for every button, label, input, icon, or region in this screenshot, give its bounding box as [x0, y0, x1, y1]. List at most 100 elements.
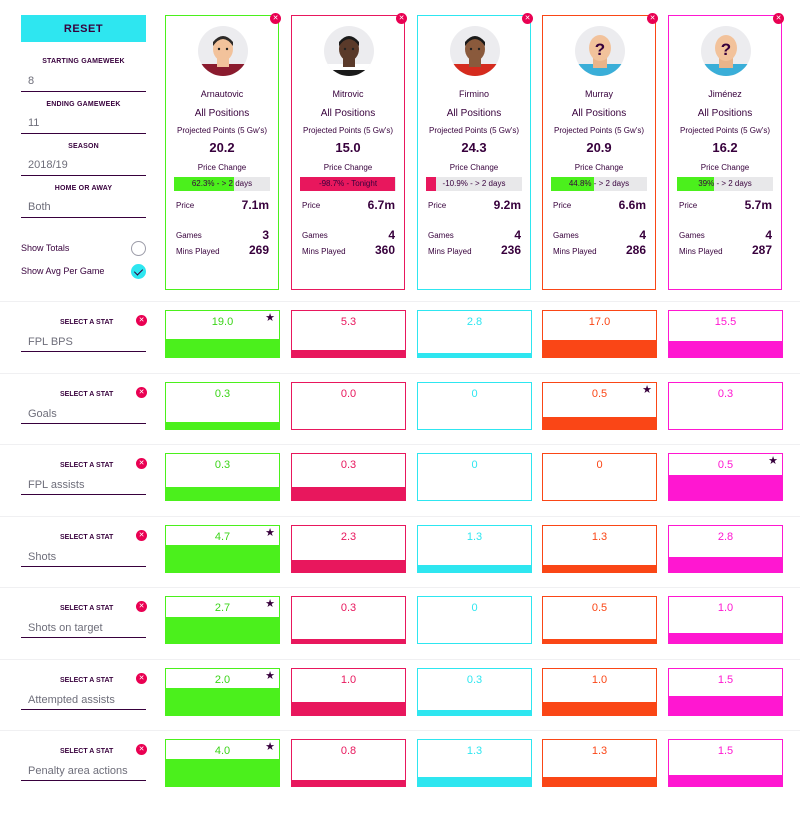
ending-gameweek-input[interactable]: 11: [21, 112, 146, 134]
star-icon: ★: [642, 384, 652, 396]
price-change-bar: 39% - > 2 days: [677, 177, 773, 191]
select-stat-label: SELECT A STAT: [60, 462, 114, 469]
stat-value: 1.5: [717, 674, 734, 686]
projected-points-label: Projected Points (5 Gw's): [302, 126, 393, 135]
stat-bar-fill: [543, 777, 656, 786]
stat-value: 1.3: [466, 745, 483, 757]
stat-value: 2.3: [340, 531, 357, 543]
row-separator: [0, 587, 800, 588]
stat-value: 1.0: [340, 674, 357, 686]
select-stat-label: SELECT A STAT: [60, 748, 114, 755]
select-stat-label: SELECT A STAT: [60, 391, 114, 398]
stat-bar-fill: [669, 696, 782, 715]
price-change-fill: [551, 177, 594, 191]
row-separator: [0, 730, 800, 731]
remove-player-close-icon[interactable]: ✕: [522, 13, 533, 24]
games-value: 3: [262, 228, 269, 242]
remove-stat-close-icon[interactable]: ✕: [136, 744, 147, 755]
stat-bar-fill: [543, 565, 656, 572]
stat-select[interactable]: Penalty area actions: [21, 761, 146, 781]
stat-cell: 15.5: [668, 310, 783, 358]
stat-value: 0.8: [340, 745, 357, 757]
starting-gameweek-input[interactable]: 8: [21, 70, 146, 92]
remove-player-close-icon[interactable]: ✕: [647, 13, 658, 24]
remove-stat-close-icon[interactable]: ✕: [136, 673, 147, 684]
stat-select[interactable]: Goals: [21, 404, 146, 424]
remove-stat-close-icon[interactable]: ✕: [136, 601, 147, 612]
stat-select[interactable]: Shots: [21, 547, 146, 567]
projected-points-value: 20.2: [209, 140, 235, 155]
player-position: All Positions: [320, 108, 376, 119]
select-stat-label: SELECT A STAT: [60, 677, 114, 684]
show-avg-radio[interactable]: [131, 264, 146, 279]
star-icon: ★: [265, 527, 275, 539]
stat-cell: 0.3: [668, 382, 783, 430]
stat-value: 2.7: [214, 602, 231, 614]
stat-cell: 0: [417, 453, 532, 501]
remove-player-close-icon[interactable]: ✕: [270, 13, 281, 24]
stat-bar-fill: [292, 639, 405, 643]
remove-stat-close-icon[interactable]: ✕: [136, 458, 147, 469]
stat-cell: 0.5: [542, 596, 657, 644]
stat-cell: 1.0: [542, 668, 657, 716]
projected-points-value: 20.9: [586, 140, 612, 155]
stat-cell: 4.0 ★: [165, 739, 280, 787]
stat-value: 0.3: [340, 459, 357, 471]
stat-bar-fill: [418, 710, 531, 715]
player-name: Arnautovic: [200, 89, 244, 99]
stat-value: 1.3: [591, 745, 608, 757]
stat-select[interactable]: Shots on target: [21, 618, 146, 638]
stat-cell: 2.8: [668, 525, 783, 573]
stat-bar-fill: [292, 350, 405, 357]
stat-bar-fill: [166, 759, 279, 786]
price-value: 9.2m: [493, 198, 521, 212]
stat-cell: 1.3: [417, 525, 532, 573]
stat-bar-fill: [543, 417, 656, 429]
remove-stat-close-icon[interactable]: ✕: [136, 315, 147, 326]
stat-bar-fill: [418, 353, 531, 357]
show-totals-radio[interactable]: [131, 241, 146, 256]
row-separator: [0, 373, 800, 374]
stat-cell: 5.3: [291, 310, 406, 358]
stat-select[interactable]: FPL BPS: [21, 332, 146, 352]
remove-player-close-icon[interactable]: ✕: [773, 13, 784, 24]
price-change-text: 44.8% - > 2 days: [568, 179, 630, 188]
stat-value: 0.5: [717, 459, 734, 471]
price-change-bar: -98.7% - Tonight: [300, 177, 396, 191]
stat-value: 1.0: [591, 674, 608, 686]
remove-stat-close-icon[interactable]: ✕: [136, 387, 147, 398]
svg-text:?: ?: [721, 40, 731, 59]
stat-cell: 0.3: [165, 453, 280, 501]
player-name: Murray: [584, 89, 613, 99]
price-change-fill: [300, 177, 395, 191]
show-totals-label: Show Totals: [21, 243, 70, 253]
price-change-fill: [426, 177, 437, 191]
stat-bar-fill: [166, 422, 279, 429]
row-separator: [0, 516, 800, 517]
player-position: All Positions: [194, 108, 250, 119]
stat-cell: 1.3: [542, 739, 657, 787]
remove-player-close-icon[interactable]: ✕: [396, 13, 407, 24]
stat-select[interactable]: FPL assists: [21, 475, 146, 495]
stat-value: 0.3: [717, 388, 734, 400]
season-select[interactable]: 2018/19: [21, 154, 146, 176]
select-stat-label: SELECT A STAT: [60, 319, 114, 326]
reset-button[interactable]: RESET: [21, 15, 146, 42]
price-change-bar: 44.8% - > 2 days: [551, 177, 647, 191]
stat-cell: 4.7 ★: [165, 525, 280, 573]
stat-select[interactable]: Attempted assists: [21, 690, 146, 710]
stat-value: 0.5: [591, 602, 608, 614]
stat-cell: 0: [542, 453, 657, 501]
row-separator: [0, 444, 800, 445]
price-change-text: -10.9% - > 2 days: [442, 179, 506, 188]
remove-stat-close-icon[interactable]: ✕: [136, 530, 147, 541]
home-away-select[interactable]: Both: [21, 196, 146, 218]
mins-played-label: Mins Played: [679, 247, 723, 256]
stat-cell: 1.3: [542, 525, 657, 573]
games-value: 4: [765, 228, 772, 242]
price-change-bar: -10.9% - > 2 days: [426, 177, 522, 191]
stat-cell: 0: [417, 382, 532, 430]
player-avatar-icon: [450, 26, 500, 76]
stat-value: 2.0: [214, 674, 231, 686]
price-value: 7.1m: [241, 198, 269, 212]
